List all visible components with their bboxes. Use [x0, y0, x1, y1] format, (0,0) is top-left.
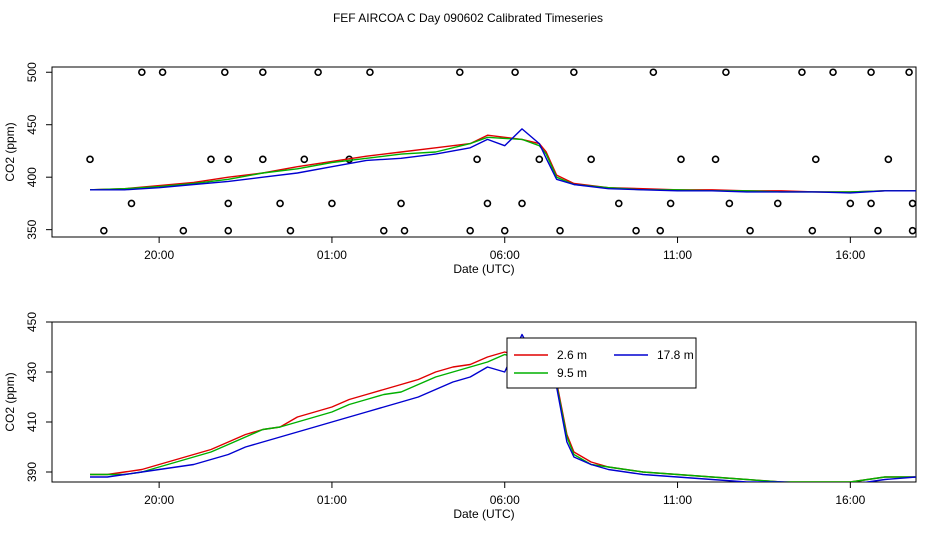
flag-point [207, 155, 215, 164]
y-axis-label: CO2 (ppm) [3, 372, 17, 431]
flag-point [224, 155, 233, 164]
flag-point [138, 68, 146, 77]
flag-point [379, 226, 388, 235]
flag-point [518, 199, 526, 208]
y-tick-label: 500 [25, 62, 39, 82]
flag-point [867, 68, 875, 77]
y-tick-label: 410 [25, 412, 39, 432]
flag-point [649, 68, 658, 77]
x-axis-label: Date (UTC) [453, 262, 514, 276]
series-line-17-8-m [90, 333, 916, 482]
flag-point [535, 155, 544, 164]
flag-point [466, 226, 474, 235]
plot-frame [51, 321, 917, 483]
y-tick-label: 400 [25, 167, 39, 187]
x-axis-label: Date (UTC) [453, 507, 514, 521]
flag-point [846, 199, 855, 208]
y-tick-label: 430 [25, 362, 39, 382]
flag-point [456, 68, 464, 77]
x-tick-label: 16:00 [835, 493, 865, 507]
flag-point [725, 199, 734, 208]
flag-point [500, 226, 509, 235]
flag-point [314, 68, 322, 77]
series-line-9-5-m [89, 136, 916, 193]
flag-point [711, 155, 720, 164]
legend-label-2-6-m: 2.6 m [557, 348, 587, 362]
top-panel: 20:00 01:00 06:00 11:00 16:00 350 400 450 500 Dat… [3, 62, 917, 276]
legend: 2.6 m 17.8 m 9.5 m [506, 337, 697, 389]
flag-point [259, 68, 267, 77]
flag-point [773, 199, 782, 208]
flag-point [224, 199, 233, 208]
flag-point [746, 226, 754, 235]
flag-point [127, 199, 136, 208]
x-tick-label: 20:00 [144, 493, 174, 507]
series-line-2-6-m [89, 134, 916, 193]
plot-area [90, 333, 916, 482]
flag-point [722, 68, 730, 77]
plot-area [86, 68, 916, 235]
y-tick-label: 450 [25, 312, 39, 332]
flag-point [276, 199, 284, 208]
flag-point [366, 68, 374, 77]
flag-point [556, 226, 564, 235]
y-tick-label: 450 [25, 114, 39, 134]
x-tick-label: 01:00 [317, 493, 347, 507]
flag-point [400, 226, 409, 235]
flag-point [587, 155, 595, 164]
flag-point [397, 199, 405, 208]
x-tick-label: 11:00 [663, 493, 692, 507]
series-line-17-8-m [90, 128, 916, 194]
flag-point [86, 155, 94, 164]
flag-point [884, 155, 893, 164]
flag-point [798, 68, 806, 77]
flag-point [300, 155, 309, 164]
flag-point [100, 226, 108, 235]
flag-point [874, 226, 882, 235]
flag-point [259, 155, 267, 164]
flag-point [570, 68, 578, 77]
flag-point [473, 155, 481, 164]
flag-point [908, 226, 916, 235]
flag-point [483, 199, 492, 208]
flag-point [158, 68, 167, 77]
y-axis-label: CO2 (ppm) [3, 122, 17, 181]
flag-point [811, 155, 820, 164]
bottom-panel: 20:00 01:00 06:00 11:00 16:00 390 410 430 450 Dat… [3, 312, 917, 521]
flag-point [632, 226, 640, 235]
legend-box [506, 337, 697, 389]
flag-point [328, 199, 336, 208]
flag-point [867, 199, 875, 208]
flag-point [179, 226, 188, 235]
flag-point [221, 68, 229, 77]
x-tick-label: 16:00 [835, 248, 865, 262]
legend-label-17-8-m: 17.8 m [657, 348, 694, 362]
flag-point [286, 226, 295, 235]
figure-title: FEF AIRCOA C Day 090602 Calibrated Times… [333, 11, 603, 25]
flag-point [677, 155, 685, 164]
plot-frame [51, 66, 917, 238]
x-tick-label: 06:00 [490, 248, 520, 262]
flag-point [829, 68, 837, 77]
y-tick-label: 390 [25, 462, 39, 482]
x-tick-label: 06:00 [490, 493, 520, 507]
x-tick-label: 20:00 [144, 248, 174, 262]
flag-point [908, 199, 916, 208]
x-tick-label: 11:00 [663, 248, 692, 262]
flag-point [808, 226, 817, 235]
y-tick-label: 350 [25, 219, 39, 239]
flag-point [666, 199, 675, 208]
series-line-9-5-m [90, 353, 916, 482]
flag-point [656, 226, 665, 235]
flag-point [224, 226, 233, 235]
x-tick-label: 01:00 [317, 248, 347, 262]
flag-point [905, 68, 913, 77]
flag-point [614, 199, 623, 208]
flag-point [511, 68, 519, 77]
legend-label-9-5-m: 9.5 m [557, 366, 587, 380]
